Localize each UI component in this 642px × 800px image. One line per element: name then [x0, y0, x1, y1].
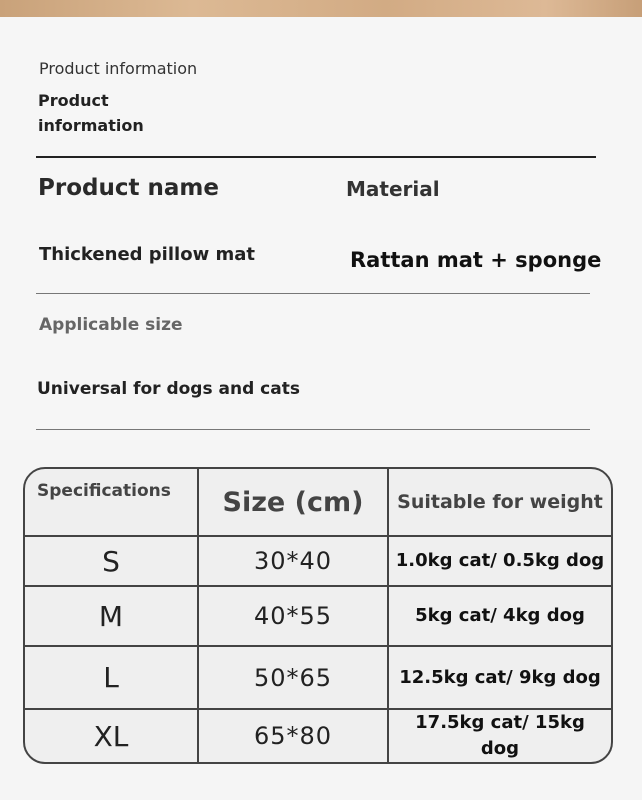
wood-texture-banner [0, 0, 642, 17]
table-row: S 30*40 1.0kg cat/ 0.5kg dog [25, 537, 611, 587]
table-row: L 50*65 12.5kg cat/ 9kg dog [25, 647, 611, 710]
product-name-value: Thickened pillow mat [39, 244, 255, 265]
header-size: Size (cm) [199, 469, 389, 537]
spec-cell: L [25, 647, 199, 710]
size-cell: 30*40 [199, 537, 389, 587]
weight-cell: 17.5kg cat/ 15kg dog [415, 712, 585, 759]
table-header-row: Specifications Size (cm) Suitable for we… [25, 469, 611, 537]
size-cell: 40*55 [199, 587, 389, 647]
material-value: Rattan mat + sponge [350, 248, 602, 272]
size-cell: 50*65 [199, 647, 389, 710]
applicable-size-label: Applicable size [39, 315, 183, 335]
spec-cell: XL [25, 710, 199, 762]
spec-cell: M [25, 587, 199, 647]
product-name-label: Product name [38, 175, 219, 201]
header-specifications: Specifications [25, 469, 199, 537]
section-subtitle: Product information [39, 59, 198, 78]
applicable-size-value: Universal for dogs and cats [37, 379, 300, 399]
size-cell: 65*80 [199, 710, 389, 762]
section-title: Product information [38, 91, 144, 135]
spec-cell: S [25, 537, 199, 587]
header-weight: Suitable for weight [389, 469, 611, 537]
table-row: XL 65*80 17.5kg cat/ 15kg dog [25, 710, 611, 762]
weight-cell: 12.5kg cat/ 9kg dog [389, 647, 611, 710]
divider [36, 293, 590, 294]
table-row: M 40*55 5kg cat/ 4kg dog [25, 587, 611, 647]
title-divider [36, 156, 596, 158]
material-label: Material [346, 177, 440, 201]
weight-cell: 5kg cat/ 4kg dog [389, 587, 611, 647]
divider [36, 429, 590, 430]
spec-table: Specifications Size (cm) Suitable for we… [23, 467, 613, 764]
weight-cell: 1.0kg cat/ 0.5kg dog [389, 537, 611, 587]
